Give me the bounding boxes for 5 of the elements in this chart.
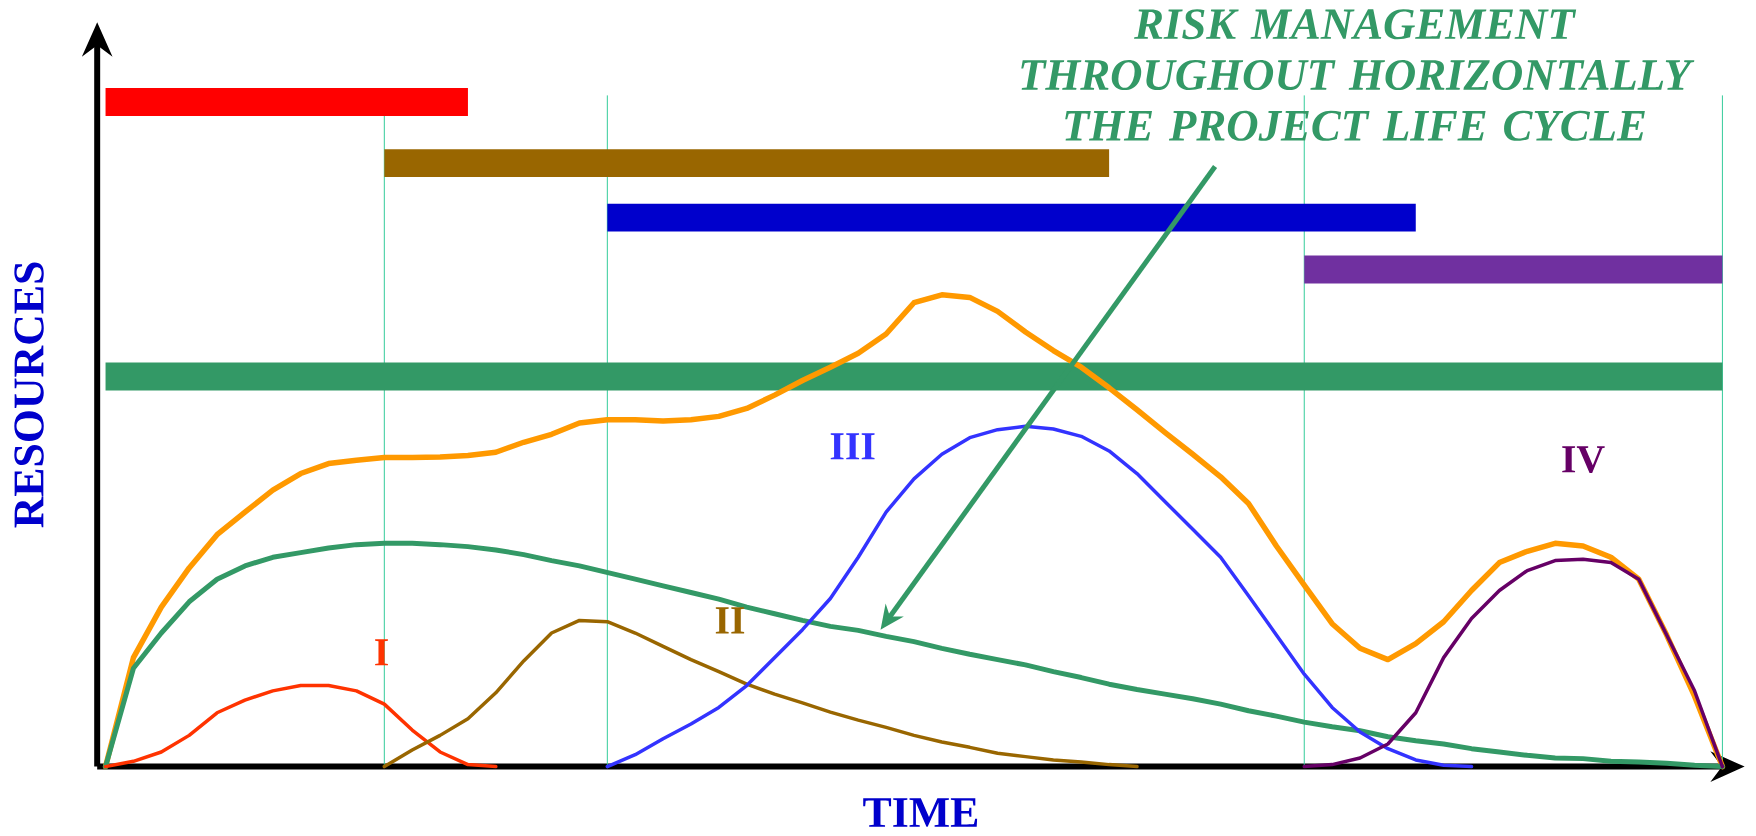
- series-label: III: [830, 433, 875, 460]
- text: IV: [1562, 446, 1605, 473]
- y-axis-title: RESOURCES: [14, 262, 44, 528]
- x-axis-title: TIME: [863, 797, 978, 827]
- series-label: II: [715, 607, 745, 634]
